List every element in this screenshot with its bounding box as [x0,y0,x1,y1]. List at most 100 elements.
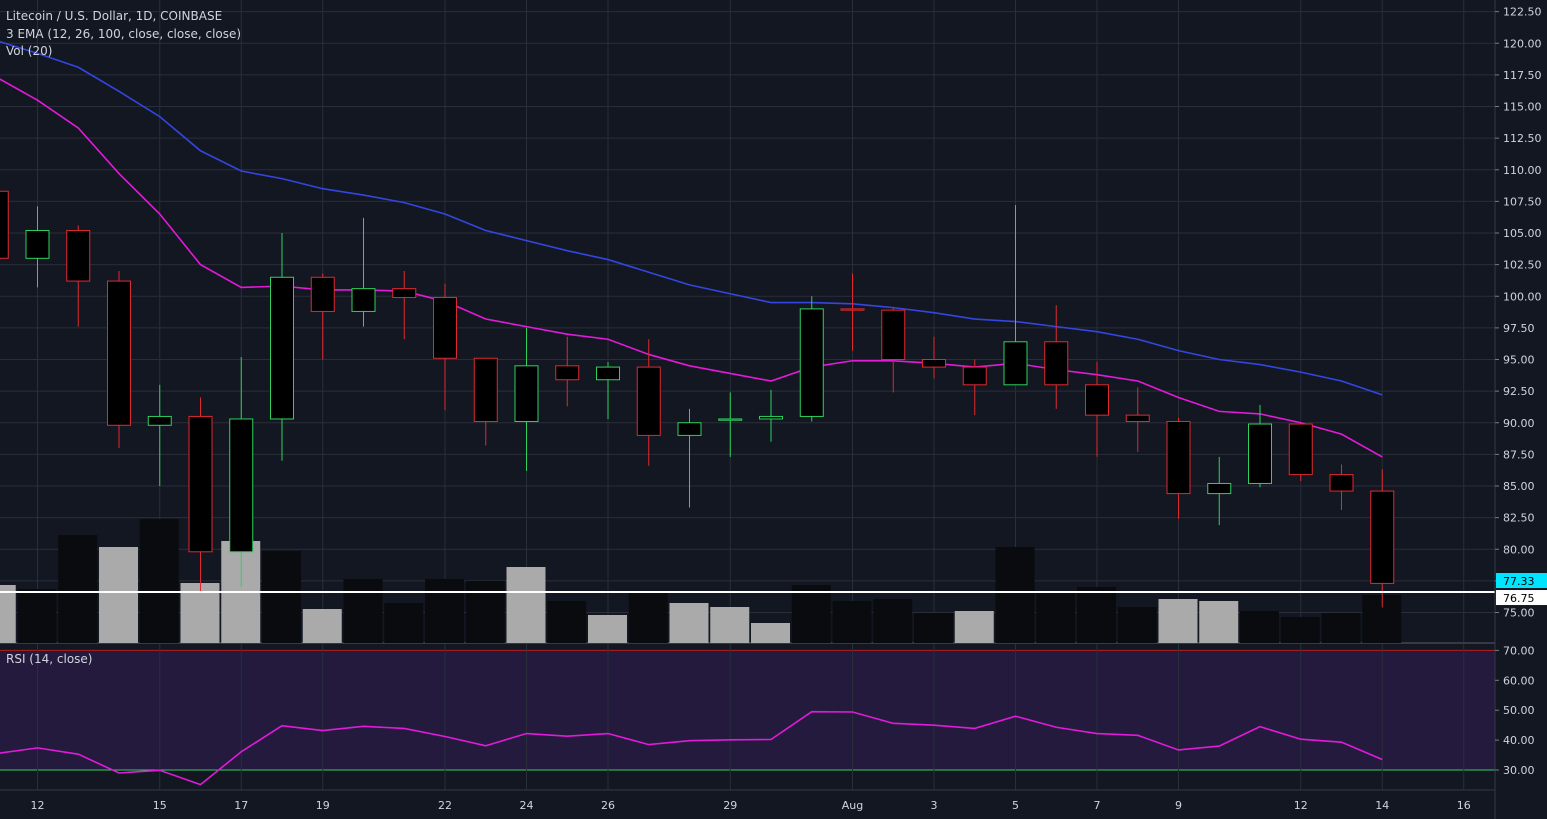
candle-body [25,229,50,259]
price-axis-background [1495,0,1547,819]
volume-legend[interactable]: Vol (20) [6,44,53,58]
price-tick-label: 110.00 [1503,164,1542,177]
candle[interactable] [25,206,50,288]
price-tick-label: 102.50 [1503,259,1542,272]
last-price-label: 77.33 [1503,575,1535,588]
price-tick-label: 122.50 [1503,6,1542,19]
price-tick-label: 117.50 [1503,69,1542,82]
candle[interactable] [1003,205,1028,386]
candle[interactable] [473,357,498,446]
candle[interactable] [677,408,702,508]
price-tick-label: 105.00 [1503,227,1542,240]
candle[interactable] [107,270,131,449]
time-axis[interactable]: 12 15 17 19 22 24 26 29 Aug 3 5 7 9 12 14 16 [31,799,1471,812]
candle-body [840,308,865,311]
candle[interactable] [0,190,9,259]
candle-body [1329,474,1354,492]
candle-body [270,276,294,420]
candle[interactable] [392,270,417,340]
volume-bar [384,603,424,643]
price-tick-label: 87.50 [1503,448,1535,461]
candle-body [0,190,9,259]
time-tick-label: 15 [153,799,167,812]
time-tick-label: 5 [1012,799,1019,812]
volume-bar [1117,607,1157,643]
candle[interactable] [1085,362,1109,457]
candle[interactable] [555,336,580,407]
time-tick-label: 12 [1294,799,1308,812]
candle-body [1370,490,1395,584]
candle[interactable] [799,296,824,422]
candle[interactable] [718,392,743,457]
price-tick-label: 115.00 [1503,101,1542,114]
candle[interactable] [147,384,172,486]
candle[interactable] [759,389,783,442]
price-tick-label: 95.00 [1503,354,1535,367]
volume-bar [343,579,383,643]
candle-body [433,297,457,359]
candle-body [555,365,580,381]
volume-bar [506,567,546,643]
ema-long-line [0,40,1383,396]
volume-bar [1240,611,1279,643]
candle[interactable] [1125,387,1150,452]
candle-body [1248,423,1272,484]
rsi-legend[interactable]: RSI (14, close) [6,652,93,666]
time-tick-label: 19 [316,799,330,812]
candlesticks[interactable] [0,190,1395,608]
candle[interactable] [596,362,620,419]
candle-body [147,415,172,426]
candle-body [392,288,417,299]
time-tick-label: 9 [1175,799,1182,812]
candle-body [677,422,702,436]
reference-price-label-bg [1496,590,1547,606]
rsi-tick-label: 60.00 [1503,674,1535,687]
symbol-legend[interactable]: Litecoin / U.S. Dollar, 1D, COINBASE [6,9,223,23]
candle[interactable] [270,233,294,461]
candle[interactable] [1370,469,1395,608]
candle-body [1003,341,1028,386]
candle[interactable] [433,283,457,411]
price-tick-label: 85.00 [1503,480,1535,493]
volume-bar [425,579,464,643]
rsi-tick-label: 70.00 [1503,644,1535,657]
rsi-tick-label: 50.00 [1503,704,1535,717]
candle[interactable] [514,327,539,471]
candle-body [1125,414,1150,422]
volume-bar [465,581,505,643]
candle-body [229,418,254,553]
volume-bar [58,535,98,643]
candle[interactable] [1329,464,1354,511]
time-tick-label: Aug [842,799,863,812]
time-tick-label: 26 [601,799,615,812]
candle[interactable] [229,356,254,588]
time-tick-label: 22 [438,799,452,812]
last-price-label-bg [1496,573,1547,589]
candle[interactable] [881,307,906,393]
candle[interactable] [840,273,865,351]
candle[interactable] [1288,422,1313,481]
candle[interactable] [922,336,946,379]
candle[interactable] [310,273,335,360]
volume-bar [669,603,709,643]
ema-legend[interactable]: 3 EMA (12, 26, 100, close, close, close) [6,27,242,41]
volume-bar [1158,599,1198,643]
candle[interactable] [1248,405,1272,488]
candle[interactable] [1166,417,1191,519]
candle-body [107,280,131,426]
volume-bar [139,519,179,643]
candle-body [881,309,906,361]
ema-short-line [0,78,1383,458]
time-tick-label: 16 [1457,799,1471,812]
rsi-band [0,650,1495,770]
candle[interactable] [636,339,661,466]
candle[interactable] [962,359,987,416]
candle[interactable] [66,225,91,327]
candle[interactable] [351,217,376,327]
candle[interactable] [188,397,213,593]
time-tick-label: 7 [1094,799,1101,812]
candle[interactable] [1207,456,1232,526]
candle[interactable] [1044,305,1069,409]
price-axis[interactable]: 75.0077.5080.0082.5085.0087.5090.0092.50… [1494,0,1547,819]
